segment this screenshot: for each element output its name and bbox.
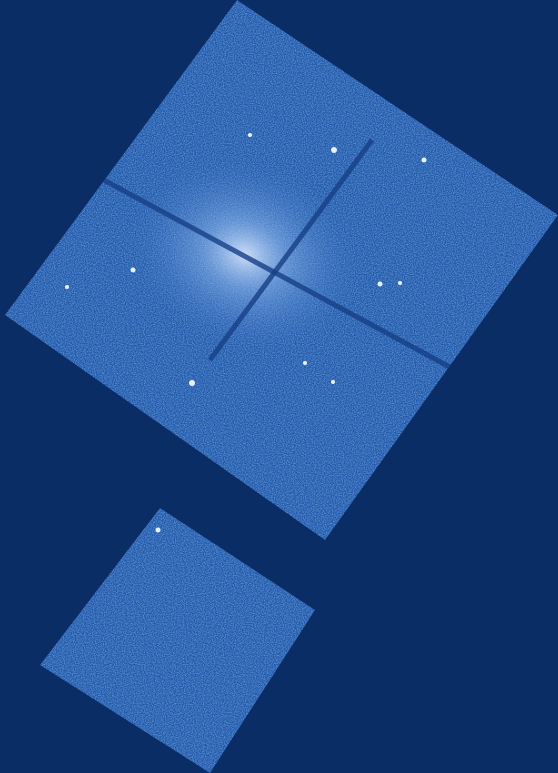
secondary-detector	[40, 508, 315, 773]
main-detector	[5, 0, 558, 540]
point-sources	[65, 133, 427, 386]
